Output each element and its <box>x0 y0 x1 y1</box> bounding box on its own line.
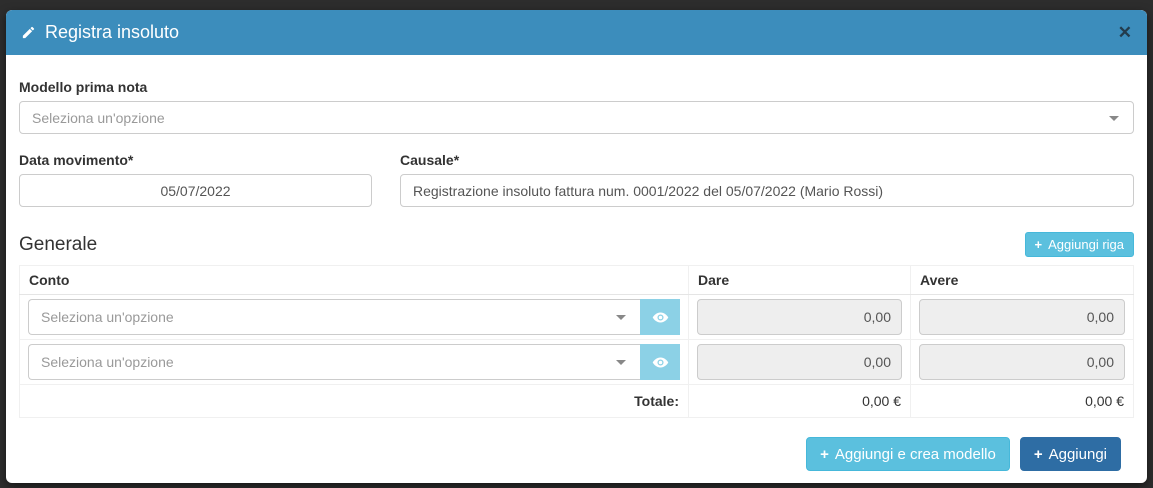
conto-input-group: Seleziona un'opzione <box>28 299 680 335</box>
modal-title: Registra insoluto <box>21 22 179 43</box>
generale-section-header: Generale + Aggiungi riga <box>19 232 1134 257</box>
view-account-button[interactable] <box>640 299 680 335</box>
chevron-down-icon <box>1109 115 1119 121</box>
generale-section-title: Generale <box>19 233 98 255</box>
total-row: Totale: 0,00 € 0,00 € <box>19 384 1134 418</box>
add-button-label: Aggiungi <box>1048 445 1107 463</box>
avere-input <box>919 299 1125 335</box>
causale-field-group: Causale* <box>400 152 1134 207</box>
add-button[interactable]: + Aggiungi <box>1019 437 1121 471</box>
modello-prima-nota-select[interactable]: Seleziona un'opzione <box>19 101 1134 134</box>
avere-input <box>919 344 1125 380</box>
pencil-icon <box>21 25 36 40</box>
column-header-conto: Conto <box>19 265 689 295</box>
add-row-button-label: Aggiungi riga <box>1048 237 1124 252</box>
causale-input[interactable] <box>400 174 1134 207</box>
table-row: Seleziona un'opzione <box>19 339 1134 385</box>
total-label: Totale: <box>19 384 689 418</box>
registra-insoluto-modal: Registra insoluto ✕ Modello prima nota S… <box>6 10 1147 483</box>
data-movimento-input[interactable] <box>19 174 372 207</box>
date-causale-row: Data movimento* Causale* <box>19 152 1134 207</box>
table-row: Seleziona un'opzione <box>19 294 1134 340</box>
table-header-row: Conto Dare Avere <box>19 265 1134 295</box>
column-header-dare: Dare <box>688 265 911 295</box>
chevron-down-icon <box>616 315 626 320</box>
conto-select-placeholder: Seleziona un'opzione <box>41 309 174 325</box>
data-movimento-field-group: Data movimento* <box>19 152 372 207</box>
modal-title-text: Registra insoluto <box>45 22 180 42</box>
ledger-table: Conto Dare Avere Seleziona un'opzione <box>19 265 1134 418</box>
total-dare-value: 0,00 € <box>688 384 911 418</box>
total-avere-value: 0,00 € <box>910 384 1134 418</box>
dare-input <box>697 344 902 380</box>
eye-icon <box>652 357 668 367</box>
conto-select-placeholder: Seleziona un'opzione <box>41 354 174 370</box>
modello-prima-nota-label: Modello prima nota <box>19 79 148 95</box>
column-header-avere: Avere <box>910 265 1134 295</box>
add-and-create-model-label: Aggiungi e crea modello <box>834 445 996 463</box>
conto-input-group: Seleziona un'opzione <box>28 344 680 380</box>
modal-footer: + Aggiungi e crea modello + Aggiungi <box>19 418 1134 482</box>
view-account-button[interactable] <box>640 344 680 380</box>
data-movimento-label: Data movimento* <box>19 152 134 168</box>
modal-header: Registra insoluto ✕ <box>6 10 1147 55</box>
plus-icon: + <box>1034 237 1043 252</box>
modal-body: Modello prima nota Seleziona un'opzione … <box>6 55 1147 482</box>
chevron-down-icon <box>616 360 626 365</box>
modello-select-placeholder: Seleziona un'opzione <box>32 109 165 126</box>
dare-input <box>697 299 902 335</box>
eye-icon <box>652 312 668 322</box>
close-icon[interactable]: ✕ <box>1117 23 1132 42</box>
plus-icon: + <box>820 445 829 463</box>
plus-icon: + <box>1033 445 1043 463</box>
add-row-button[interactable]: + Aggiungi riga <box>1024 232 1134 257</box>
add-and-create-model-button[interactable]: + Aggiungi e crea modello <box>806 437 1010 471</box>
conto-select[interactable]: Seleziona un'opzione <box>28 299 640 335</box>
causale-label: Causale* <box>400 152 460 168</box>
conto-select[interactable]: Seleziona un'opzione <box>28 344 640 380</box>
